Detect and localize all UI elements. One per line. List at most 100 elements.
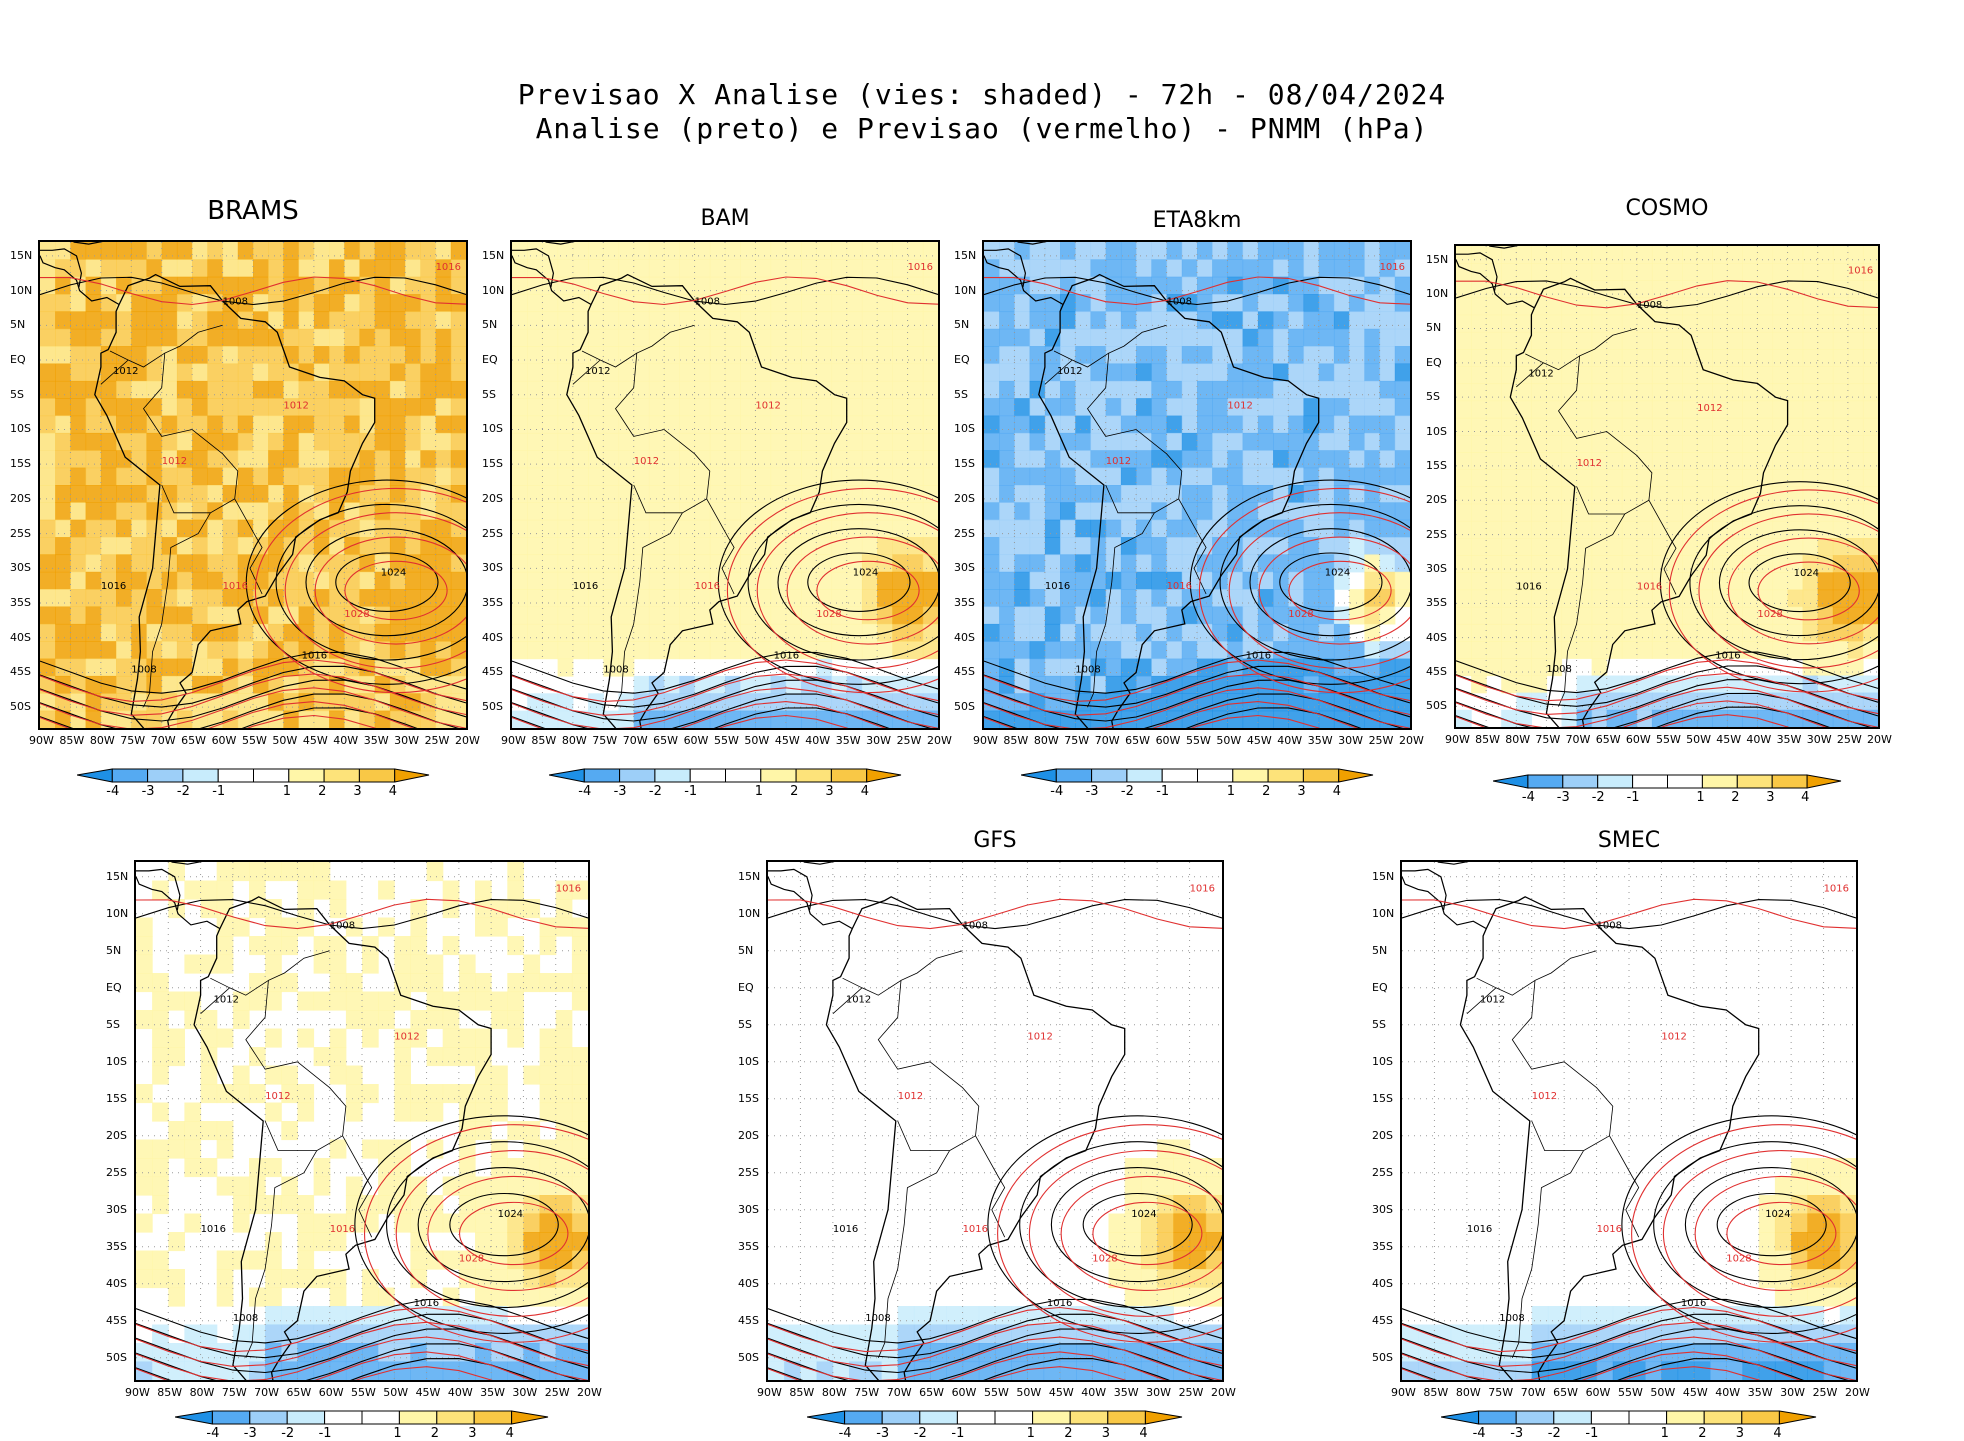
lat-tick-label: 40S	[1372, 1276, 1393, 1290]
lon-tick-label: 80W	[1505, 733, 1531, 746]
lat-tick-label: 25S	[954, 526, 975, 540]
lon-tick-label: 85W	[1475, 733, 1501, 746]
lon-tick-label: 55W	[1656, 733, 1681, 746]
isobar-label: 1016	[963, 1224, 988, 1235]
isobar-label: 1016	[201, 1224, 226, 1235]
lon-tick-label: 25W	[1178, 1386, 1204, 1399]
colorbar-label: -2	[913, 1426, 927, 1441]
colorbar-label: -2	[176, 784, 190, 799]
isobar-labels: 1024 1028 1016 1016 1016 1012 1012 1012 1008 1016…	[1516, 265, 1873, 675]
lat-tick-label: 35S	[10, 596, 31, 610]
isobar-label: 1016	[1045, 581, 1070, 592]
isobar-label: 1012	[265, 1091, 290, 1102]
central-america-coastline-east	[768, 868, 813, 911]
lon-tick-label: 40W	[333, 734, 359, 747]
colorbar-brams	[76, 768, 430, 788]
caribbean-coastline	[1017, 242, 1047, 245]
colorbar-label: 1	[282, 784, 292, 799]
lat-tick-label: 10S	[10, 422, 31, 436]
lon-tick-label: 35W	[1747, 1386, 1773, 1399]
lat-tick-label: 25S	[1372, 1165, 1393, 1179]
isobar-label: 1008	[695, 296, 720, 307]
lon-tick-label: 30W	[866, 734, 892, 747]
caribbean-coastline	[545, 242, 575, 245]
lon-tick-label: 80W	[1455, 1386, 1481, 1399]
isobar-label: 1024	[1131, 1209, 1156, 1220]
isobar-label: 1024	[1325, 567, 1350, 578]
isobar-label: 1016	[1824, 884, 1849, 895]
lat-tick-label: 40S	[738, 1276, 759, 1290]
central-america-coastline	[512, 255, 592, 306]
panel-title-cosmo: COSMO	[1625, 196, 1709, 221]
colorbar-label: -4	[106, 784, 120, 799]
isobar-label: 1012	[585, 366, 610, 377]
lon-tick-label: 70W	[622, 734, 648, 747]
south-america-coastline	[94, 273, 376, 728]
panel-title-bam: BAM	[700, 206, 750, 231]
lat-tick-label: EQ	[10, 353, 26, 367]
colorbar-label: -1	[1626, 790, 1640, 805]
isobar-label: 1008	[1597, 921, 1622, 932]
lat-tick-label: 45S	[1426, 665, 1447, 679]
lon-tick-label: 45W	[1246, 734, 1272, 747]
lon-tick-label: 80W	[89, 734, 115, 747]
isobar-label: 1016	[774, 651, 799, 662]
colorbar-label: 3	[468, 1426, 477, 1441]
lon-tick-label: 75W	[854, 1386, 880, 1399]
lon-tick-label: 85W	[1003, 734, 1029, 747]
forecast-isobars	[1456, 280, 1878, 727]
lon-tick-label: 20W	[927, 734, 952, 747]
colorbar-label: 4	[1801, 790, 1810, 805]
isobar-label: 1008	[1546, 664, 1571, 675]
country-borders	[200, 950, 373, 1358]
lat-tick-label: 5S	[954, 387, 968, 401]
colorbar-label: 3	[1101, 1426, 1111, 1441]
caribbean-coastline	[803, 862, 835, 865]
isobar-label: 1008	[865, 1313, 890, 1324]
map-panel-smec: 1024 1028 1016 1016 1016 1012 1012 1012 1008 1016…	[1400, 860, 1858, 1382]
lat-tick-label: 45S	[482, 665, 503, 679]
colorbar-label: 2	[1698, 1426, 1707, 1441]
lon-tick-label: 75W	[221, 1386, 247, 1399]
lon-tick-label: 60W	[318, 1386, 344, 1399]
lat-tick-label: 35S	[738, 1239, 759, 1253]
lat-tick-label: 35S	[482, 596, 503, 610]
lon-tick-label: 85W	[1423, 1386, 1449, 1399]
central-america-coastline	[1456, 259, 1535, 309]
colorbar-smec	[1440, 1410, 1817, 1430]
lat-tick-label: 5N	[482, 318, 498, 332]
caribbean-coastline	[1489, 246, 1519, 249]
lat-tick-label: 5N	[738, 943, 754, 957]
lon-tick-label: 75W	[1488, 1386, 1514, 1399]
lat-tick-label: 15N	[106, 869, 129, 883]
colorbar-label: -1	[684, 784, 698, 799]
lat-tick-label: 45S	[954, 665, 975, 679]
lat-tick-label: 15N	[10, 248, 33, 262]
colorbar-label: 2	[1731, 790, 1740, 805]
central-america-coastline-east	[512, 248, 555, 288]
lon-tick-label: 30W	[512, 1386, 538, 1399]
isobar-label: 1028	[1757, 609, 1782, 620]
isobar-label: 1008	[330, 921, 355, 932]
colorbar-label: 2	[790, 784, 799, 799]
lon-tick-label: 20W	[1845, 1386, 1870, 1399]
isobar-label: 1012	[846, 995, 871, 1006]
lat-tick-label: 45S	[106, 1313, 127, 1327]
colorbar-bam	[548, 768, 902, 788]
colorbar-label: -4	[1050, 784, 1064, 799]
isobar-label: 1012	[755, 401, 780, 412]
lat-tick-label: 45S	[1372, 1313, 1393, 1327]
isobar-labels: 1024 1028 1016 1016 1016 1012 1012 1012 1008 1016…	[833, 884, 1215, 1324]
isobar-label: 1016	[1047, 1298, 1072, 1309]
central-america-coastline-east	[1402, 868, 1447, 911]
lon-tick-label: 20W	[1867, 733, 1892, 746]
isobar-label: 1028	[1288, 609, 1313, 620]
map-svg-gfs: 1024 1028 1016 1016 1016 1012 1012 1012 1008 1016…	[768, 862, 1222, 1380]
lat-tick-label: 20S	[482, 491, 503, 505]
isobar-label: 1024	[498, 1209, 523, 1220]
lon-tick-label: 50W	[383, 1386, 409, 1399]
lon-tick-label: 80W	[561, 734, 587, 747]
caribbean-coastline	[1437, 862, 1469, 865]
colorbar-label: -4	[578, 784, 592, 799]
colorbar-label: -3	[1556, 790, 1570, 805]
